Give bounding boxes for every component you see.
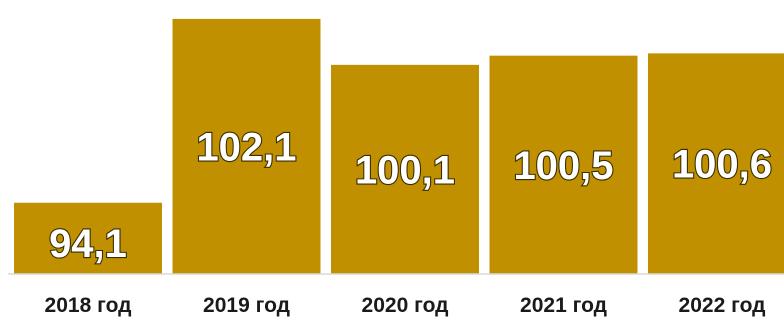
bar-value-label: 100,5 (513, 144, 613, 188)
bar (331, 64, 479, 274)
bar (648, 53, 784, 274)
bar (172, 18, 321, 274)
category-labels-group: 2018 год 2019 год 2020 год 2021 год 2022 год (45, 294, 766, 317)
bars-group (14, 18, 784, 274)
value-labels-group: 94,1 102,1 100,1 100,5 100,6 (48, 124, 773, 267)
bar-value-label: 100,1 (355, 148, 455, 192)
bar (14, 202, 162, 274)
bar-value-label: 100,6 (672, 143, 772, 187)
bar (489, 55, 638, 274)
bar-value-label: 102,1 (196, 125, 296, 169)
bar-value-label: 94,1 (49, 222, 127, 266)
x-tick-label: 2018 год (45, 294, 132, 317)
x-tick-label: 2021 год (520, 294, 607, 317)
x-tick-label: 2022 год (679, 294, 766, 317)
x-tick-label: 2020 год (362, 294, 449, 317)
x-tick-label: 2019 год (203, 294, 290, 317)
